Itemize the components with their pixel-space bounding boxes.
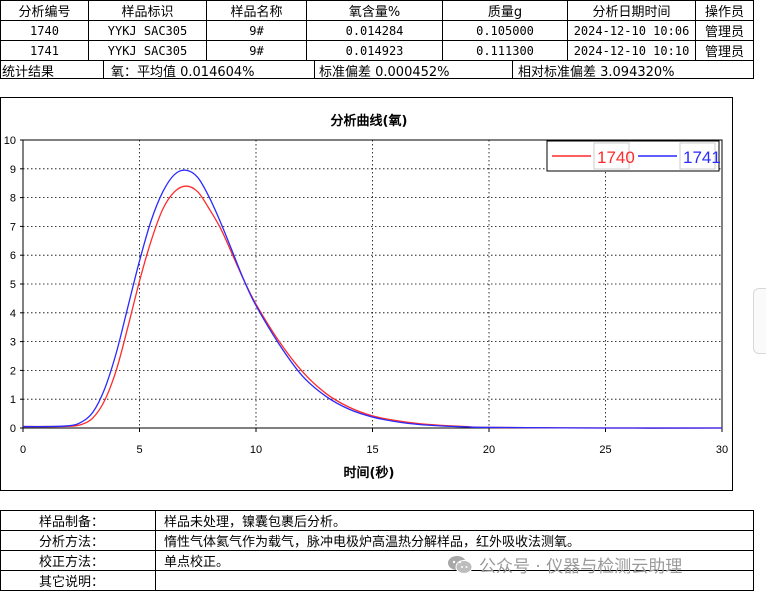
- stats-divider: [314, 60, 315, 78]
- analysis-method-label: 分析方法：: [0, 530, 156, 551]
- chart-canvas: 分析曲线(氧) 0 5 10 15 20 25 30 0 1 2 3 4 5 6 7 8 9 10 时间(秒) 1…: [4, 113, 728, 481]
- statistics-rsd: 相对标准偏差 3.094320%: [518, 65, 675, 80]
- x-tick-label: 0: [20, 444, 26, 456]
- side-panel-tab[interactable]: [753, 288, 766, 354]
- x-tick-label: 5: [136, 444, 142, 456]
- x-tick-label: 10: [250, 444, 262, 456]
- x-axis-label: 时间(秒): [344, 465, 395, 481]
- header-analysis-id[interactable]: 分析编号: [0, 0, 89, 21]
- chart-title: 分析曲线(氧): [331, 113, 408, 129]
- watermark-text: 公众号 · 仪器与检测云助理: [479, 557, 683, 577]
- y-tick-label: 10: [4, 135, 16, 147]
- notes-row: 其它说明：: [0, 570, 754, 591]
- chart-legend: 1740 1741: [546, 140, 721, 172]
- watermark: 公众号 · 仪器与检测云助理: [447, 552, 682, 577]
- results-table: 分析编号 样品标识 样品名称 氧含量% 质量g 分析日期时间 操作员 1740 …: [0, 0, 754, 61]
- cell-sample-id: YYKJ SAC305: [88, 20, 207, 41]
- statistics-std: 标准偏差 0.000452%: [319, 65, 450, 80]
- header-oxygen-content[interactable]: 氧含量%: [306, 0, 443, 21]
- legend-label-box: [593, 142, 630, 170]
- cell-sample-name: 9#: [206, 40, 307, 61]
- header-datetime[interactable]: 分析日期时间: [567, 0, 696, 21]
- series-line-1741: [22, 169, 723, 429]
- header-mass[interactable]: 质量g: [442, 0, 568, 21]
- notes-row: 分析方法： 惰性气体氦气作为载气，脉冲电极炉高温热分解样品，红外吸收法测氧。: [0, 530, 754, 551]
- y-tick-label: 3: [10, 337, 16, 349]
- sample-prep-value: 样品未处理，镍囊包裹后分析。: [155, 510, 754, 531]
- cell-analysis-id: 1741: [0, 40, 89, 61]
- y-tick-label: 6: [10, 250, 16, 262]
- other-notes-label: 其它说明：: [0, 570, 156, 591]
- legend-label-1740: 1740: [597, 148, 635, 167]
- analysis-method-value: 惰性气体氦气作为载气，脉冲电极炉高温热分解样品，红外吸收法测氧。: [155, 530, 754, 551]
- y-tick-label: 4: [10, 308, 16, 320]
- cell-datetime: 2024-12-10 10:06: [567, 20, 696, 41]
- table-row[interactable]: 1741 YYKJ SAC305 9# 0.014923 0.111300 20…: [0, 40, 754, 61]
- cell-sample-name: 9#: [206, 20, 307, 41]
- cell-operator: 管理员: [695, 40, 754, 61]
- notes-table: 样品制备： 样品未处理，镍囊包裹后分析。 分析方法： 惰性气体氦气作为载气，脉冲…: [0, 510, 754, 591]
- wechat-icon: [447, 555, 473, 575]
- header-operator[interactable]: 操作员: [695, 0, 754, 21]
- y-tick-label: 9: [10, 164, 16, 176]
- statistics-row: 统计结果 氧：平均值 0.014604% 标准偏差 0.000452% 相对标准…: [0, 60, 754, 80]
- analysis-chart: 分析曲线(氧) 0 5 10 15 20 25 30 0 1 2 3 4 5 6 7 8 9 10 时间(秒) 1…: [0, 97, 733, 491]
- calibration-method-label: 校正方法：: [0, 550, 156, 571]
- series-lines: [22, 169, 723, 429]
- x-tick-label: 20: [483, 444, 495, 456]
- series-line-1740: [22, 185, 723, 429]
- axis-ticks: 0 5 10 15 20 25 30 0 1 2 3 4 5 6 7 8 9 10: [4, 135, 728, 456]
- sample-prep-label: 样品制备：: [0, 510, 156, 531]
- legend-label-1741: 1741: [683, 148, 721, 167]
- other-notes-value: [155, 570, 754, 591]
- y-tick-label: 0: [10, 423, 16, 435]
- cell-analysis-id: 1740: [0, 20, 89, 41]
- grid: [23, 140, 722, 428]
- cell-operator: 管理员: [695, 20, 754, 41]
- table-header-row: 分析编号 样品标识 样品名称 氧含量% 质量g 分析日期时间 操作员: [0, 0, 754, 21]
- cell-datetime: 2024-12-10 10:10: [567, 40, 696, 61]
- x-tick-label: 30: [716, 444, 728, 456]
- legend-label-box: [679, 142, 716, 170]
- stats-divider: [103, 60, 104, 78]
- cell-mass: 0.111300: [442, 40, 568, 61]
- y-tick-label: 5: [10, 279, 16, 291]
- cell-oxygen-content: 0.014923: [306, 40, 443, 61]
- y-tick-label: 8: [10, 193, 16, 205]
- notes-row: 样品制备： 样品未处理，镍囊包裹后分析。: [0, 510, 754, 531]
- y-tick-label: 2: [10, 365, 16, 377]
- cell-mass: 0.105000: [442, 20, 568, 41]
- y-tick-label: 1: [10, 394, 16, 406]
- x-tick-label: 25: [599, 444, 611, 456]
- table-row[interactable]: 1740 YYKJ SAC305 9# 0.014284 0.105000 20…: [0, 20, 754, 41]
- statistics-label: 统计结果: [2, 65, 55, 80]
- y-tick-label: 7: [10, 221, 16, 233]
- header-sample-id[interactable]: 样品标识: [88, 0, 207, 21]
- header-sample-name[interactable]: 样品名称: [206, 0, 307, 21]
- stats-divider: [512, 60, 513, 78]
- cell-sample-id: YYKJ SAC305: [88, 40, 207, 61]
- statistics-mean: 氧：平均值 0.014604%: [111, 65, 255, 80]
- x-tick-label: 15: [366, 444, 378, 456]
- cell-oxygen-content: 0.014284: [306, 20, 443, 41]
